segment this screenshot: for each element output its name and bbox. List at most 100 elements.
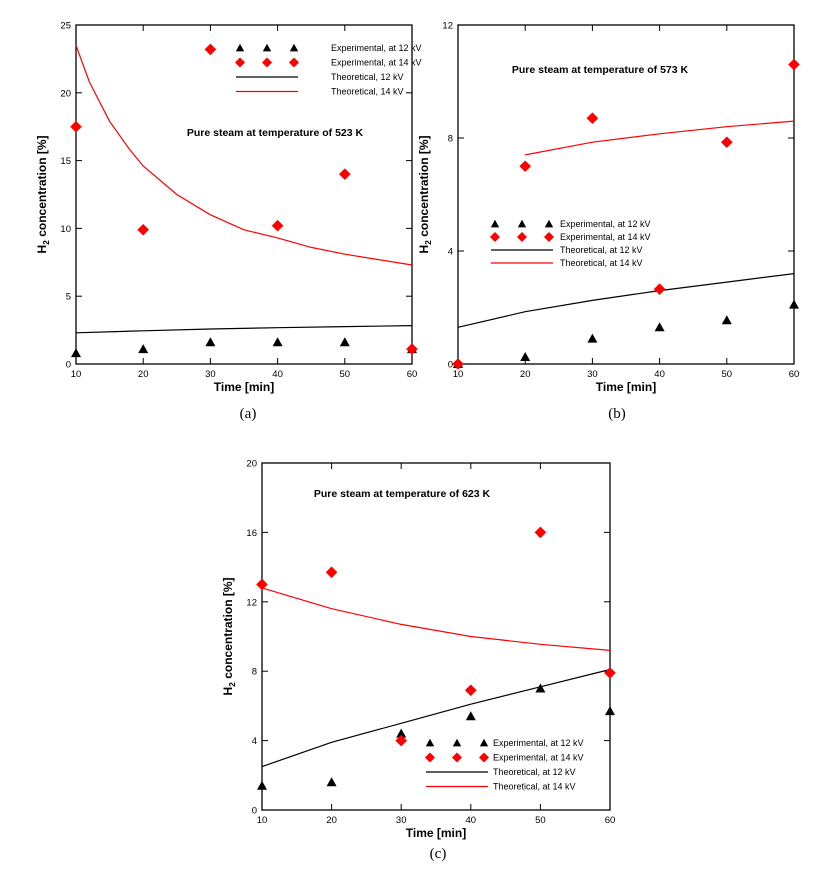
plot-frame — [75, 24, 413, 365]
x-tick-label: 50 — [535, 815, 546, 826]
data-point-diamond-14kv — [256, 578, 268, 591]
panel-caption: (b) — [608, 406, 626, 422]
data-point-diamond-14kv — [325, 566, 338, 579]
legend-marker-triangle — [262, 43, 272, 52]
y-tick-label: 8 — [448, 134, 453, 145]
legend-marker-diamond — [425, 752, 435, 763]
x-tick-label: 20 — [326, 815, 337, 826]
data-point-diamond-14kv — [604, 667, 616, 679]
y-tick-label: 12 — [442, 21, 453, 32]
y-tick-label: 15 — [60, 156, 71, 167]
y-axis-title-prefix: H — [221, 687, 235, 696]
y-tick-label: 20 — [246, 459, 257, 470]
data-point-triangle-12kv — [465, 711, 476, 721]
x-tick-label: 10 — [257, 815, 268, 826]
data-point-diamond-14kv — [465, 684, 477, 697]
x-tick-label: 10 — [453, 369, 464, 380]
data-point-diamond-14kv — [721, 136, 733, 149]
chart-title: Pure steam at temperature of 623 K — [314, 488, 491, 500]
chart-panel-b: 10 20 30 40 50 60 0 4 8 12 Time [min] H2 concentrat… — [417, 21, 800, 422]
plot-frame — [457, 24, 795, 365]
legend-marker-diamond — [490, 232, 500, 242]
x-tick-label: 50 — [340, 369, 351, 380]
chart-title: Pure steam at temperature of 523 K — [187, 127, 364, 139]
y-tick-label: 8 — [252, 667, 257, 678]
data-point-triangle-12kv — [587, 333, 598, 343]
x-tick-label: 20 — [520, 369, 531, 380]
y-axis-title-suffix: concentration [%] — [35, 135, 49, 240]
data-point-diamond-14kv — [406, 343, 418, 355]
legend-label: Theoretical, 14 kV — [331, 87, 404, 97]
data-point-triangle-12kv — [721, 315, 732, 325]
x-tick-label: 30 — [587, 369, 598, 380]
y-tick-label: 5 — [66, 292, 71, 303]
x-tick-label: 60 — [789, 369, 800, 380]
series-line-12kv — [261, 668, 611, 768]
series-line-14kv — [75, 45, 413, 266]
x-tick-label: 30 — [205, 369, 216, 380]
data-point-diamond-14kv — [339, 168, 351, 180]
legend-marker-triangle — [452, 738, 462, 747]
data-point-diamond-14kv — [452, 358, 464, 370]
y-axis-title: H2 concentration [%] — [35, 135, 51, 253]
chart-panel-a: 10 20 30 40 50 60 0 5 10 15 20 25 Time [min] H2 conce… — [35, 21, 422, 423]
y-tick-label: 0 — [66, 360, 71, 371]
data-point-diamond-14kv — [204, 43, 217, 56]
series-line-12kv — [457, 273, 795, 328]
data-point-diamond-14kv — [653, 283, 666, 295]
legend-marker-triangle — [425, 738, 435, 747]
data-point-triangle-12kv — [71, 348, 81, 358]
y-tick-label: 10 — [60, 224, 71, 235]
y-axis-title-suffix: concentration [%] — [221, 577, 235, 682]
y-tick-label: 0 — [448, 360, 453, 371]
y-tick-label: 4 — [252, 736, 257, 747]
series-line-14kv — [261, 587, 611, 651]
x-tick-label: 10 — [71, 369, 82, 380]
y-tick-label: 16 — [246, 528, 257, 539]
data-point-diamond-14kv — [534, 526, 547, 539]
legend-label: Experimental, at 12 kV — [493, 738, 584, 748]
data-point-triangle-12kv — [326, 777, 337, 787]
legend-marker-diamond — [235, 57, 245, 68]
legend-marker-triangle — [289, 43, 299, 52]
legend-label: Experimental, at 12 kV — [560, 219, 651, 229]
legend-label: Experimental, at 14 kV — [493, 753, 584, 763]
y-axis-title-suffix: concentration [%] — [417, 135, 431, 240]
x-tick-label: 20 — [138, 369, 149, 380]
data-point-triangle-12kv — [205, 337, 216, 347]
legend-label: Experimental, at 12 kV — [331, 43, 422, 53]
x-axis-title: Time [min] — [596, 380, 656, 394]
plot-frame — [261, 462, 611, 811]
legend-marker-triangle — [544, 219, 554, 228]
data-point-triangle-12kv — [257, 780, 267, 790]
legend-marker-triangle — [235, 43, 245, 52]
x-axis-title: Time [min] — [214, 380, 274, 394]
y-tick-label: 0 — [252, 806, 257, 817]
y-axis-title-subscript: 2 — [227, 682, 237, 687]
legend: Experimental, at 12 kV Experimental, at 1… — [235, 43, 422, 97]
data-point-triangle-12kv — [520, 351, 531, 361]
data-point-triangle-12kv — [789, 299, 799, 309]
chart-panel-c: 10 20 30 40 50 60 0 4 8 12 16 20 Time [min] H2 concen… — [221, 459, 616, 862]
data-point-diamond-14kv — [395, 734, 407, 747]
data-point-diamond-14kv — [137, 223, 149, 236]
legend-label: Theoretical, at 14 kV — [493, 782, 576, 792]
series-line-12kv — [75, 325, 413, 334]
panel-caption: (c) — [430, 846, 447, 862]
legend-marker-diamond — [517, 232, 527, 242]
y-axis-title: H2 concentration [%] — [417, 135, 433, 253]
data-point-diamond-14kv — [586, 112, 599, 125]
legend-marker-triangle — [479, 738, 489, 747]
x-tick-label: 50 — [722, 369, 733, 380]
data-point-triangle-12kv — [605, 706, 615, 716]
y-tick-label: 4 — [448, 247, 453, 258]
y-axis-title-prefix: H — [35, 245, 49, 254]
legend-label: Theoretical, at 12 kV — [493, 767, 576, 777]
legend-label: Theoretical, at 14 kV — [560, 258, 643, 268]
data-point-triangle-12kv — [339, 337, 350, 347]
chart-title: Pure steam at temperature of 573 K — [512, 64, 689, 76]
y-axis-title-subscript: 2 — [41, 240, 51, 245]
legend-label: Theoretical, 12 kV — [331, 72, 404, 82]
data-point-triangle-12kv — [272, 337, 283, 347]
